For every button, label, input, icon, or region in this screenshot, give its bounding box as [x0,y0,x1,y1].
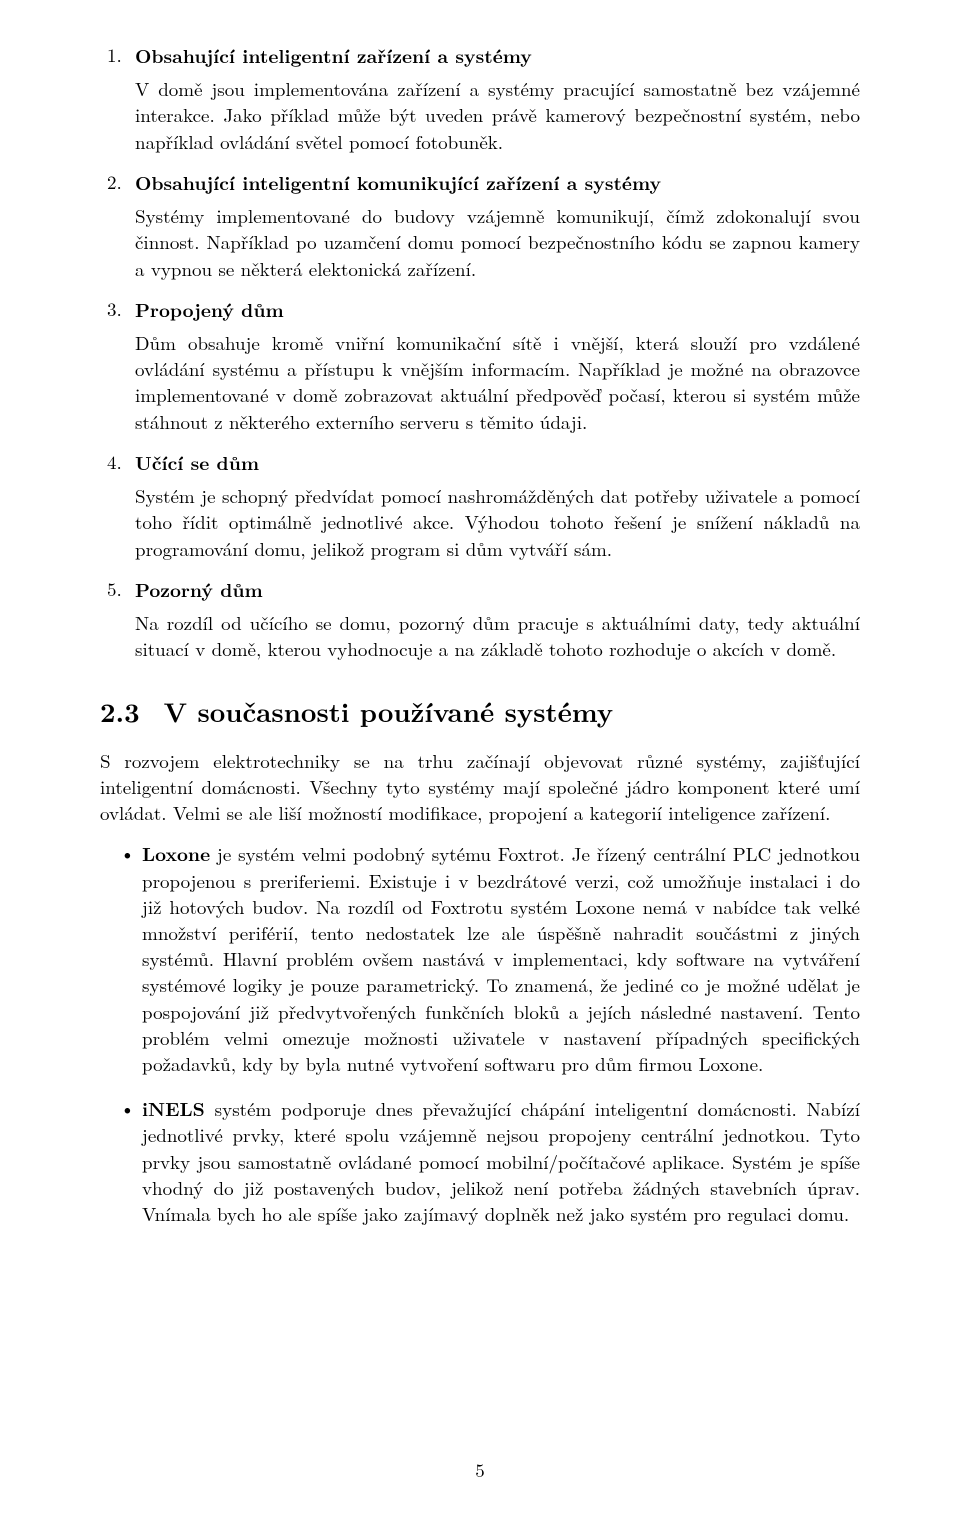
item-body: Systém je schopný předvídat pomocí nashr… [135,482,860,561]
item-body: Na rozdíl od učícího se domu, pozorný dů… [135,609,860,662]
bullet-list: Loxone je systém velmi podobný sytému Fo… [100,840,860,1227]
bullet-rest: systém podporuje dnes převažující chápán… [142,1095,860,1227]
section-heading: 2.3 V současnosti používané systémy [100,692,860,729]
item-title: Pozorný dům [135,576,860,602]
item-title: Obsahující inteligentní komunikující zař… [135,169,860,195]
numbered-list: Obsahující inteligentní zařízení a systé… [100,42,860,662]
section-number: 2.3 [100,691,140,730]
bullet-rest: je systém velmi podobný sytému Foxtrot. … [142,840,860,1077]
section-title: V současnosti používané systémy [164,691,614,730]
item-title: Obsahující inteligentní zařízení a systé… [135,42,860,68]
list-item: Obsahující inteligentní zařízení a systé… [125,42,860,155]
item-body: Systémy implementované do budovy vzájemn… [135,202,860,281]
item-title: Propojený dům [135,296,860,322]
bullet-lead: Loxone [142,839,210,867]
item-body: Dům obsahuje kromě vniřní komunikační sí… [135,329,860,435]
bullet-lead: iNELS [142,1094,205,1122]
item-title: Učící se dům [135,449,860,475]
page-number: 5 [0,1457,960,1483]
list-item: Pozorný dům Na rozdíl od učícího se domu… [125,576,860,663]
bullet-item: iNELS systém podporuje dnes převažující … [142,1095,860,1227]
bullet-item: Loxone je systém velmi podobný sytému Fo… [142,840,860,1077]
item-body: V domě jsou implementována zařízení a sy… [135,75,860,154]
list-item: Propojený dům Dům obsahuje kromě vniřní … [125,296,860,435]
list-item: Obsahující inteligentní komunikující zař… [125,169,860,282]
page: Obsahující inteligentní zařízení a systé… [0,0,960,1515]
list-item: Učící se dům Systém je schopný předvídat… [125,449,860,562]
section-intro: S rozvojem elektrotechniky se na trhu za… [100,748,860,827]
